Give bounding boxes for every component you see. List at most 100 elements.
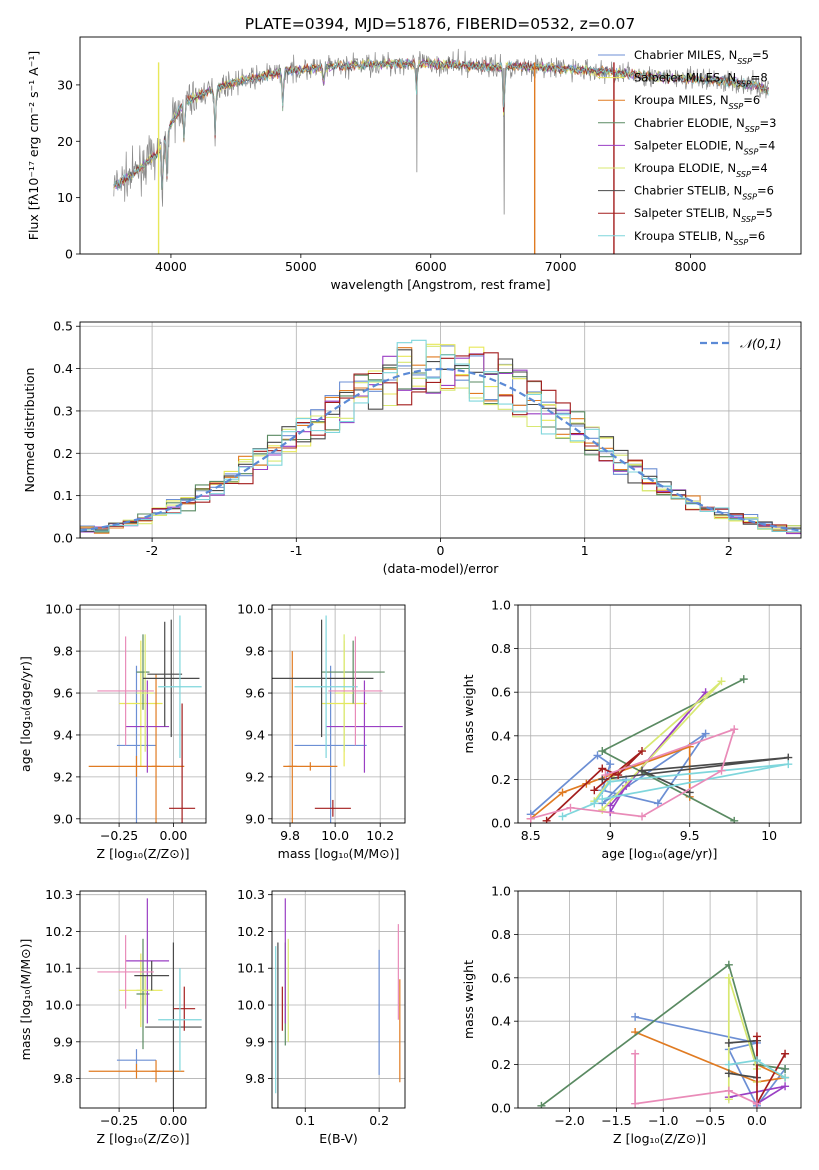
mass-weight-marker [542, 816, 551, 823]
y-tick-label: 9.9 [245, 1034, 265, 1049]
y-tick-label: 10.0 [237, 602, 265, 617]
mass-weight-marker [653, 799, 662, 808]
legend-label: Kroupa ELODIE, NSSP=4 [634, 161, 768, 179]
axes-frame [271, 604, 406, 824]
mass-weight-marker [606, 760, 615, 769]
y-tick-label: 0.3 [53, 403, 73, 418]
errorbar-point [283, 762, 338, 771]
grid [518, 604, 801, 824]
x-tick-label: 6000 [415, 259, 447, 274]
mass-weight-marker [598, 764, 607, 773]
errorbar-point [272, 619, 374, 738]
y-tick-label: 0.2 [53, 446, 73, 461]
panel-mass-vs-EBV: 0.1 0.2 9.8 9.9 10.0 10.1 10.2 10.3 E(B-V) [237, 887, 406, 1146]
x-tick-label: 7000 [545, 259, 577, 274]
axes-frame [79, 36, 802, 255]
mass-weight-marker [631, 1099, 640, 1108]
legend-label: Salpeter STELIB, NSSP=5 [634, 206, 773, 224]
errorbar-point [97, 935, 154, 1009]
mass-weight-marker [598, 795, 607, 804]
axes-frame [517, 890, 802, 1109]
y-tick-label: 10.0 [45, 998, 73, 1013]
y-axis-label: mass weight [461, 674, 476, 753]
mass-weight-line [634, 1053, 758, 1105]
y-tick-label: 0.8 [491, 641, 511, 656]
x-tick-label: 0.0 [747, 1113, 767, 1128]
mass-weight-marker [601, 771, 610, 780]
panel-spectrum: 4000 5000 6000 7000 8000 0 10 20 30 wavelength [A… [26, 36, 802, 292]
grid [272, 891, 405, 1108]
errorbar-point [125, 680, 170, 773]
mass-weight-marker [724, 1038, 733, 1047]
errorbar-point [147, 621, 183, 727]
mass-weight-marker [598, 805, 607, 814]
y-tick-label: 0 [65, 247, 73, 262]
x-tick-label: 0.00 [159, 828, 187, 843]
y-tick-label: 1.0 [491, 598, 511, 613]
errorbar-point [88, 755, 185, 777]
mass-weight-marker [752, 1099, 761, 1108]
panel-mass-weight-vs-age: 8.5 9 9.5 10 0.0 0.2 0.4 0.6 0.8 1.0 age [log₁₀(ag… [461, 598, 802, 861]
y-tick-label: 10.2 [45, 924, 73, 939]
x-tick-label: −0.25 [100, 1113, 138, 1128]
errorbar-point [294, 665, 367, 823]
spectrum-halpha-line [503, 67, 506, 215]
y-tick-label: 0.0 [491, 1101, 511, 1116]
mass-weight-marker [606, 777, 615, 786]
y-tick-label: 10.0 [237, 998, 265, 1013]
mass-weight-marker [739, 675, 748, 684]
y-tick-label: 9.4 [53, 727, 73, 742]
errorbar-point [88, 1063, 185, 1079]
x-tick-label: −1.5 [601, 1113, 631, 1128]
x-tick-label: 9 [606, 828, 614, 843]
mass-weight-marker [526, 814, 535, 823]
normal-reference-curve [80, 367, 801, 532]
x-tick-label: 9.5 [680, 828, 700, 843]
y-tick-label: 9.8 [53, 644, 73, 659]
errorbar-point [125, 898, 170, 1024]
mass-weight-line [530, 727, 736, 820]
y-tick-label: 9.6 [53, 686, 73, 701]
y-tick-label: 9.8 [245, 644, 265, 659]
x-axis-label: Z [log₁₀(Z/Z⊙)] [97, 1131, 190, 1146]
errorbar-point [158, 968, 202, 1072]
plot-area [272, 615, 403, 823]
y-tick-label: 20 [57, 134, 73, 149]
panel-age-vs-Z: −0.25 0.00 9.0 9.2 9.4 9.6 9.8 10.0 Z [log₁₀(Z/Z… [18, 602, 207, 861]
mass-weight-marker [781, 1049, 790, 1058]
y-tick-label: 0.8 [491, 927, 511, 942]
mass-weight-marker [638, 747, 647, 756]
x-tick-label: 10.2 [366, 828, 394, 843]
y-axis-label: age [log₁₀(age/yr)] [18, 656, 33, 772]
x-tick-label: 10 [761, 828, 777, 843]
x-tick-label: 0.1 [295, 1113, 315, 1128]
y-tick-label: 9.0 [53, 811, 73, 826]
legend-label: Chabrier MILES, NSSP=5 [634, 48, 769, 66]
x-axis-label: Z [log₁₀(Z/Z⊙)] [613, 1131, 706, 1146]
panel-mass-vs-Z: −0.25 0.00 9.8 9.9 10.0 10.1 10.2 10.3 Z [log₁₀(… [18, 887, 207, 1146]
errorbar-point [314, 799, 351, 817]
histogram-step-line [80, 339, 801, 538]
mass-weight-marker [598, 747, 607, 756]
legend-label: 𝒩(0,1) [740, 336, 782, 351]
y-axis-label: Flux [fλ10⁻¹⁷ erg cm⁻² s⁻¹ A⁻¹] [26, 51, 41, 240]
errorbar-point [119, 640, 163, 767]
legend-label: Kroupa STELIB, NSSP=6 [634, 229, 765, 247]
model-spectrum-line [113, 57, 769, 190]
errorbar-point [158, 615, 202, 759]
axes-frame [79, 604, 207, 824]
y-tick-label: 0.0 [491, 816, 511, 831]
y-axis-label: Normed distribution [22, 368, 37, 493]
errorbar-point [136, 634, 150, 710]
x-axis-label: age [log₁₀(age/yr)] [602, 846, 718, 861]
mass-weight-marker [631, 1012, 640, 1021]
errorbar-point [328, 636, 383, 746]
y-tick-label: 9.9 [53, 1034, 73, 1049]
histogram-step-line [80, 352, 801, 538]
y-axis-label: mass [log₁₀(M/M⊙)] [18, 939, 33, 1061]
grid [80, 891, 206, 1108]
x-tick-label: 10.0 [321, 828, 349, 843]
y-tick-label: 0.1 [53, 488, 73, 503]
y-tick-label: 10.3 [237, 887, 265, 902]
axes-frame [79, 890, 207, 1109]
